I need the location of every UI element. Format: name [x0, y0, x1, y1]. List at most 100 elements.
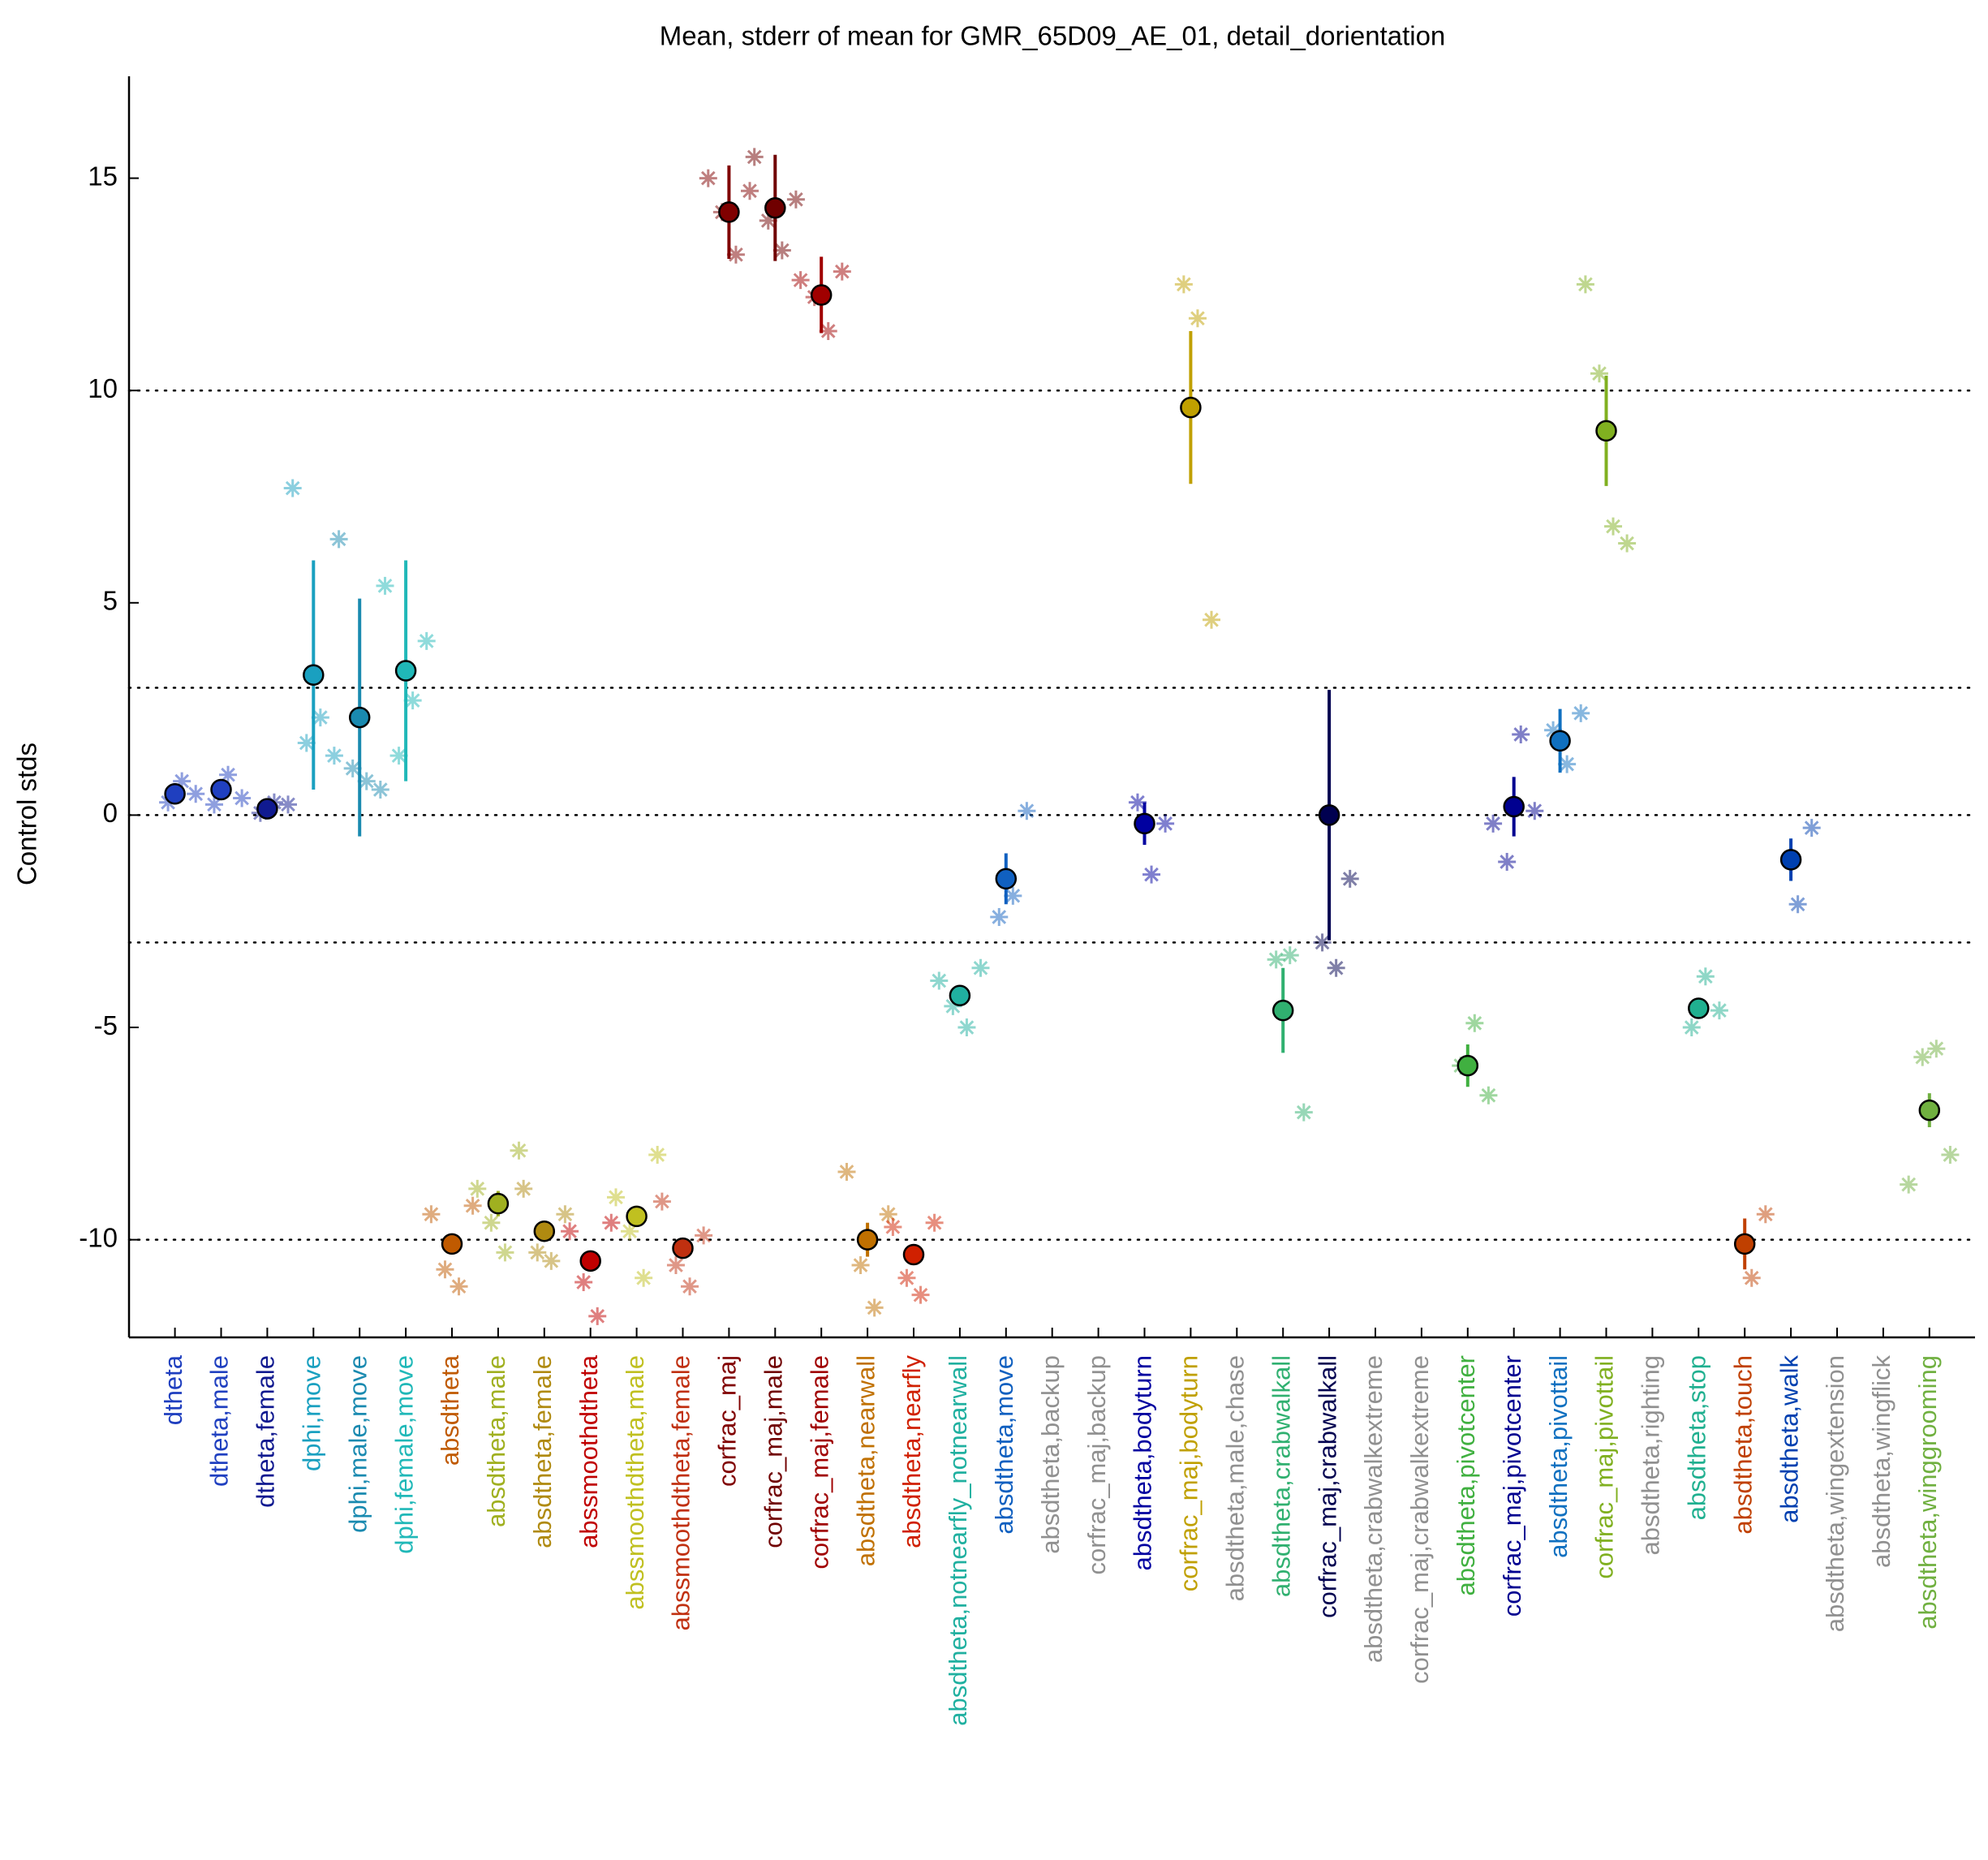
experiment-point: [1618, 534, 1637, 553]
mean-marker: [1272, 999, 1294, 1022]
experiment-point: [1004, 886, 1022, 905]
experiment-point: [1484, 814, 1503, 833]
experiment-point: [343, 759, 362, 777]
experiment-point: [1327, 958, 1345, 977]
x-tick-label: absdtheta,male,chase: [1220, 1355, 1249, 1601]
x-tick-label: absdtheta,nearfly: [897, 1355, 926, 1548]
x-tick-label: corfrac_maj,backup: [1082, 1355, 1111, 1575]
experiment-point: [1802, 819, 1821, 837]
x-tick-label: absdtheta,righting: [1637, 1355, 1665, 1555]
experiment-point: [1913, 1048, 1932, 1066]
experiment-point: [468, 1179, 487, 1198]
mean-marker: [1918, 1099, 1941, 1122]
x-tick-label: absdtheta,winggrooming: [1913, 1355, 1942, 1630]
x-tick-label: absdtheta,backup: [1036, 1355, 1065, 1554]
experiment-point: [606, 1188, 625, 1207]
mean-marker: [394, 660, 417, 682]
x-tick-label: dphi,move: [297, 1355, 325, 1471]
x-tick-label: absdtheta,nearwall: [851, 1355, 880, 1566]
x-tick-label: corfrac_maj,crabwalkextreme: [1405, 1355, 1434, 1684]
mean-marker: [164, 783, 186, 805]
experiment-point: [990, 908, 1009, 926]
chart-title: Mean, stderr of mean for GMR_65D09_AE_01…: [660, 21, 1446, 51]
experiment-point: [1927, 1040, 1946, 1058]
mean-marker: [718, 201, 740, 223]
experiment-point: [514, 1179, 533, 1198]
experiment-point: [542, 1251, 561, 1270]
x-tick-label: dtheta: [159, 1354, 187, 1425]
mean-marker: [1549, 730, 1571, 752]
x-tick-label: absdtheta,pivottail: [1544, 1355, 1573, 1558]
mean-marker: [764, 196, 786, 219]
experiment-point: [1512, 725, 1530, 744]
experiment-point: [1572, 704, 1590, 722]
x-tick-label: absdtheta,walk: [1775, 1355, 1803, 1523]
experiment-point: [1788, 895, 1807, 914]
experiment-point: [1294, 1103, 1313, 1122]
experiment-point: [971, 958, 990, 977]
experiment-point: [602, 1213, 621, 1232]
experiment-point: [561, 1222, 579, 1241]
mean-marker: [902, 1243, 925, 1266]
y-tick-label: -10: [79, 1222, 118, 1252]
experiment-point: [1696, 967, 1715, 986]
experiment-point: [1313, 933, 1332, 952]
experiment-point: [759, 211, 777, 230]
experiment-point: [496, 1243, 514, 1262]
experiment-point: [510, 1141, 528, 1160]
experiment-point: [741, 182, 759, 200]
y-tick-label: 5: [103, 586, 118, 616]
experiment-point: [786, 190, 805, 209]
experiment-point: [173, 772, 191, 790]
experiment-point: [884, 1217, 902, 1236]
experiment-point: [1340, 869, 1359, 888]
experiment-point: [1142, 865, 1161, 884]
experiment-point: [1465, 1014, 1484, 1032]
x-tick-label: absdtheta,wingextension: [1821, 1355, 1849, 1632]
mean-marker: [1779, 849, 1802, 871]
x-tick-label: dphi,male,move: [343, 1355, 372, 1533]
experiment-point: [1604, 517, 1623, 536]
experiment-point: [930, 971, 949, 990]
experiment-point: [528, 1243, 547, 1262]
mean-marker: [1595, 420, 1617, 442]
experiment-point: [648, 1146, 667, 1165]
experiment-point: [635, 1268, 653, 1287]
experiment-point: [1498, 852, 1517, 871]
mean-marker: [303, 664, 325, 687]
experiment-point: [311, 708, 329, 727]
y-tick-label: 15: [88, 161, 118, 191]
mean-marker: [533, 1220, 556, 1242]
x-tick-label: corfrac_maj,crabwalkall: [1313, 1355, 1341, 1618]
mean-marker: [1733, 1233, 1756, 1255]
experiment-point: [279, 795, 298, 814]
x-tick-label: absdtheta,female: [528, 1355, 557, 1548]
experiment-point: [1128, 793, 1147, 812]
experiment-point: [791, 271, 810, 290]
mean-marker: [626, 1205, 648, 1228]
experiment-point: [911, 1285, 930, 1304]
experiment-point: [1280, 946, 1299, 965]
experiment-point: [833, 262, 851, 281]
experiment-point: [357, 772, 376, 790]
mean-marker: [1503, 795, 1525, 818]
experiment-point: [897, 1268, 916, 1287]
experiment-point: [376, 576, 394, 595]
experiment-point: [403, 691, 422, 710]
experiment-point: [699, 169, 717, 187]
experiment-point: [1203, 610, 1221, 629]
experiment-point: [297, 734, 316, 752]
experiment-point: [1558, 755, 1577, 773]
x-tick-label: absdtheta,bodyturn: [1129, 1355, 1157, 1570]
x-tick-label: absdtheta,touch: [1728, 1355, 1757, 1535]
y-tick-label: -5: [94, 1010, 118, 1040]
experiment-point: [745, 148, 764, 166]
experiment-point: [233, 789, 252, 807]
experiment-point: [1479, 1086, 1498, 1104]
x-tick-label: dphi,female,move: [389, 1355, 418, 1554]
experiment-point: [436, 1260, 454, 1279]
experiment-point: [695, 1226, 713, 1245]
y-tick-label: 10: [88, 373, 118, 403]
experiment-point: [1941, 1146, 1960, 1165]
experiment-point: [1590, 364, 1608, 383]
